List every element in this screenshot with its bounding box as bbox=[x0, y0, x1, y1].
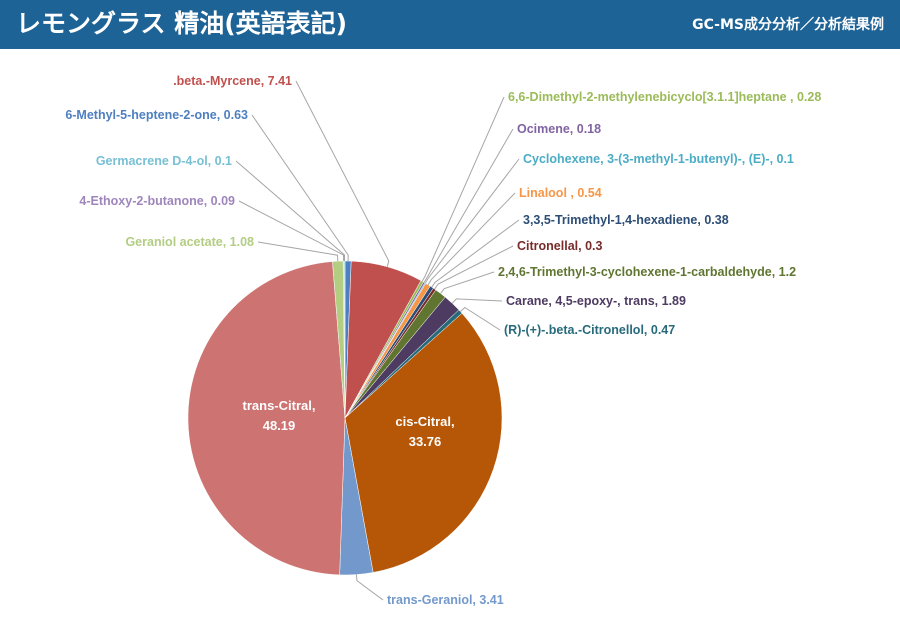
page-subtitle: GC-MS成分分析／分析結果例 bbox=[692, 17, 884, 33]
data-label-ocimene: Ocimene, 0.18 bbox=[517, 122, 601, 136]
leader-line-germacrene-d-4-ol bbox=[235, 160, 345, 261]
header-banner: レモングラス 精油(英語表記) GC-MS成分分析／分析結果例 bbox=[0, 0, 900, 49]
leader-line-beta-myrcene bbox=[295, 80, 390, 267]
leader-line-carane-4-5-epoxy-trans bbox=[451, 298, 503, 304]
leader-line-6-methyl-5-heptene-2-one bbox=[251, 114, 349, 262]
data-label-cyclohexene-3-3-methyl-1-butenyl-e: Cyclohexene, 3-(3-methyl-1-butenyl)-, (E… bbox=[523, 152, 794, 166]
data-label-carane-4-5-epoxy-trans: Carane, 4,5-epoxy-, trans, 1.89 bbox=[506, 294, 686, 308]
leader-line-cyclohexene-3-3-methyl-1-butenyl-e bbox=[424, 158, 520, 284]
leader-line-linalool bbox=[427, 192, 516, 286]
pie-slice-trans-citral bbox=[187, 261, 346, 576]
leader-line-geraniol-acetate bbox=[257, 241, 339, 262]
data-label-linalool: Linalool , 0.54 bbox=[519, 186, 602, 200]
leader-line-trans-geraniol bbox=[355, 574, 384, 601]
leader-line-citronellal bbox=[434, 245, 514, 290]
data-label-trans-citral: trans-Citral, 48.19 bbox=[243, 398, 316, 433]
page-title: レモングラス 精油(英語表記) bbox=[16, 9, 348, 38]
data-label-beta-myrcene: .beta.-Myrcene, 7.41 bbox=[173, 74, 292, 88]
leader-line-2-4-6-trimethyl-3-cyclohexene-1-carbaldehyde bbox=[440, 271, 495, 294]
data-label-citronellal: Citronellal, 0.3 bbox=[517, 239, 602, 253]
data-label-trans-geraniol: trans-Geraniol, 3.41 bbox=[387, 593, 504, 607]
pie-slice-cis-citral bbox=[344, 312, 503, 573]
leader-line-4-ethoxy-2-butanone bbox=[238, 200, 345, 262]
data-label-6-methyl-5-heptene-2-one: 6-Methyl-5-heptene-2-one, 0.63 bbox=[65, 108, 248, 122]
pie-chart: 6-Methyl-5-heptene-2-one, 0.63 .beta.-Myr… bbox=[65, 74, 821, 607]
leader-line-6-6-dimethyl-2-methylenebicyclo-3-1-1-heptane bbox=[421, 96, 505, 282]
data-label-2-4-6-trimethyl-3-cyclohexene-1-carbaldehyde: 2,4,6-Trimethyl-3-cyclohexene-1-carbalde… bbox=[498, 265, 796, 279]
data-label-cis-citral: cis-Citral, 33.76 bbox=[395, 414, 454, 449]
leader-line-r-beta-citronellol bbox=[460, 306, 501, 331]
data-label-germacrene-d-4-ol: Germacrene D-4-ol, 0.1 bbox=[96, 154, 232, 168]
leader-line-3-3-5-trimethyl-1-4-hexadiene bbox=[431, 219, 520, 288]
data-label-3-3-5-trimethyl-1-4-hexadiene: 3,3,5-Trimethyl-1,4-hexadiene, 0.38 bbox=[523, 213, 729, 227]
data-label-r-beta-citronellol: (R)-(+)-.beta.-Citronellol, 0.47 bbox=[504, 323, 675, 337]
data-label-4-ethoxy-2-butanone: 4-Ethoxy-2-butanone, 0.09 bbox=[79, 194, 235, 208]
data-label-geraniol-acetate: Geraniol acetate, 1.08 bbox=[125, 235, 254, 249]
data-label-6-6-dimethyl-2-methylenebicyclo-3-1-1-heptane: 6,6-Dimethyl-2-methylenebicyclo[3.1.1]he… bbox=[508, 90, 821, 104]
leader-line-ocimene bbox=[423, 128, 514, 283]
